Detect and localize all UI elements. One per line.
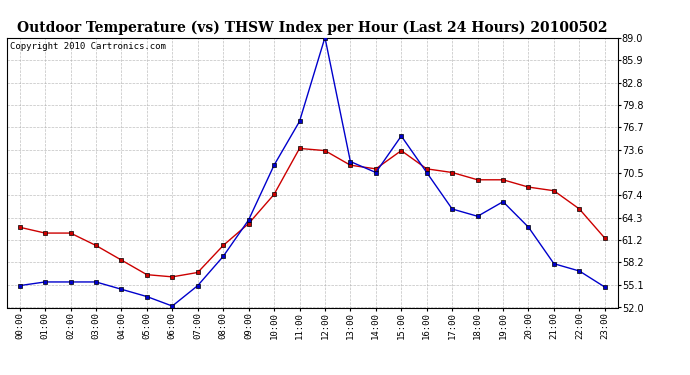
Text: Copyright 2010 Cartronics.com: Copyright 2010 Cartronics.com	[10, 42, 166, 51]
Title: Outdoor Temperature (vs) THSW Index per Hour (Last 24 Hours) 20100502: Outdoor Temperature (vs) THSW Index per …	[17, 21, 607, 35]
